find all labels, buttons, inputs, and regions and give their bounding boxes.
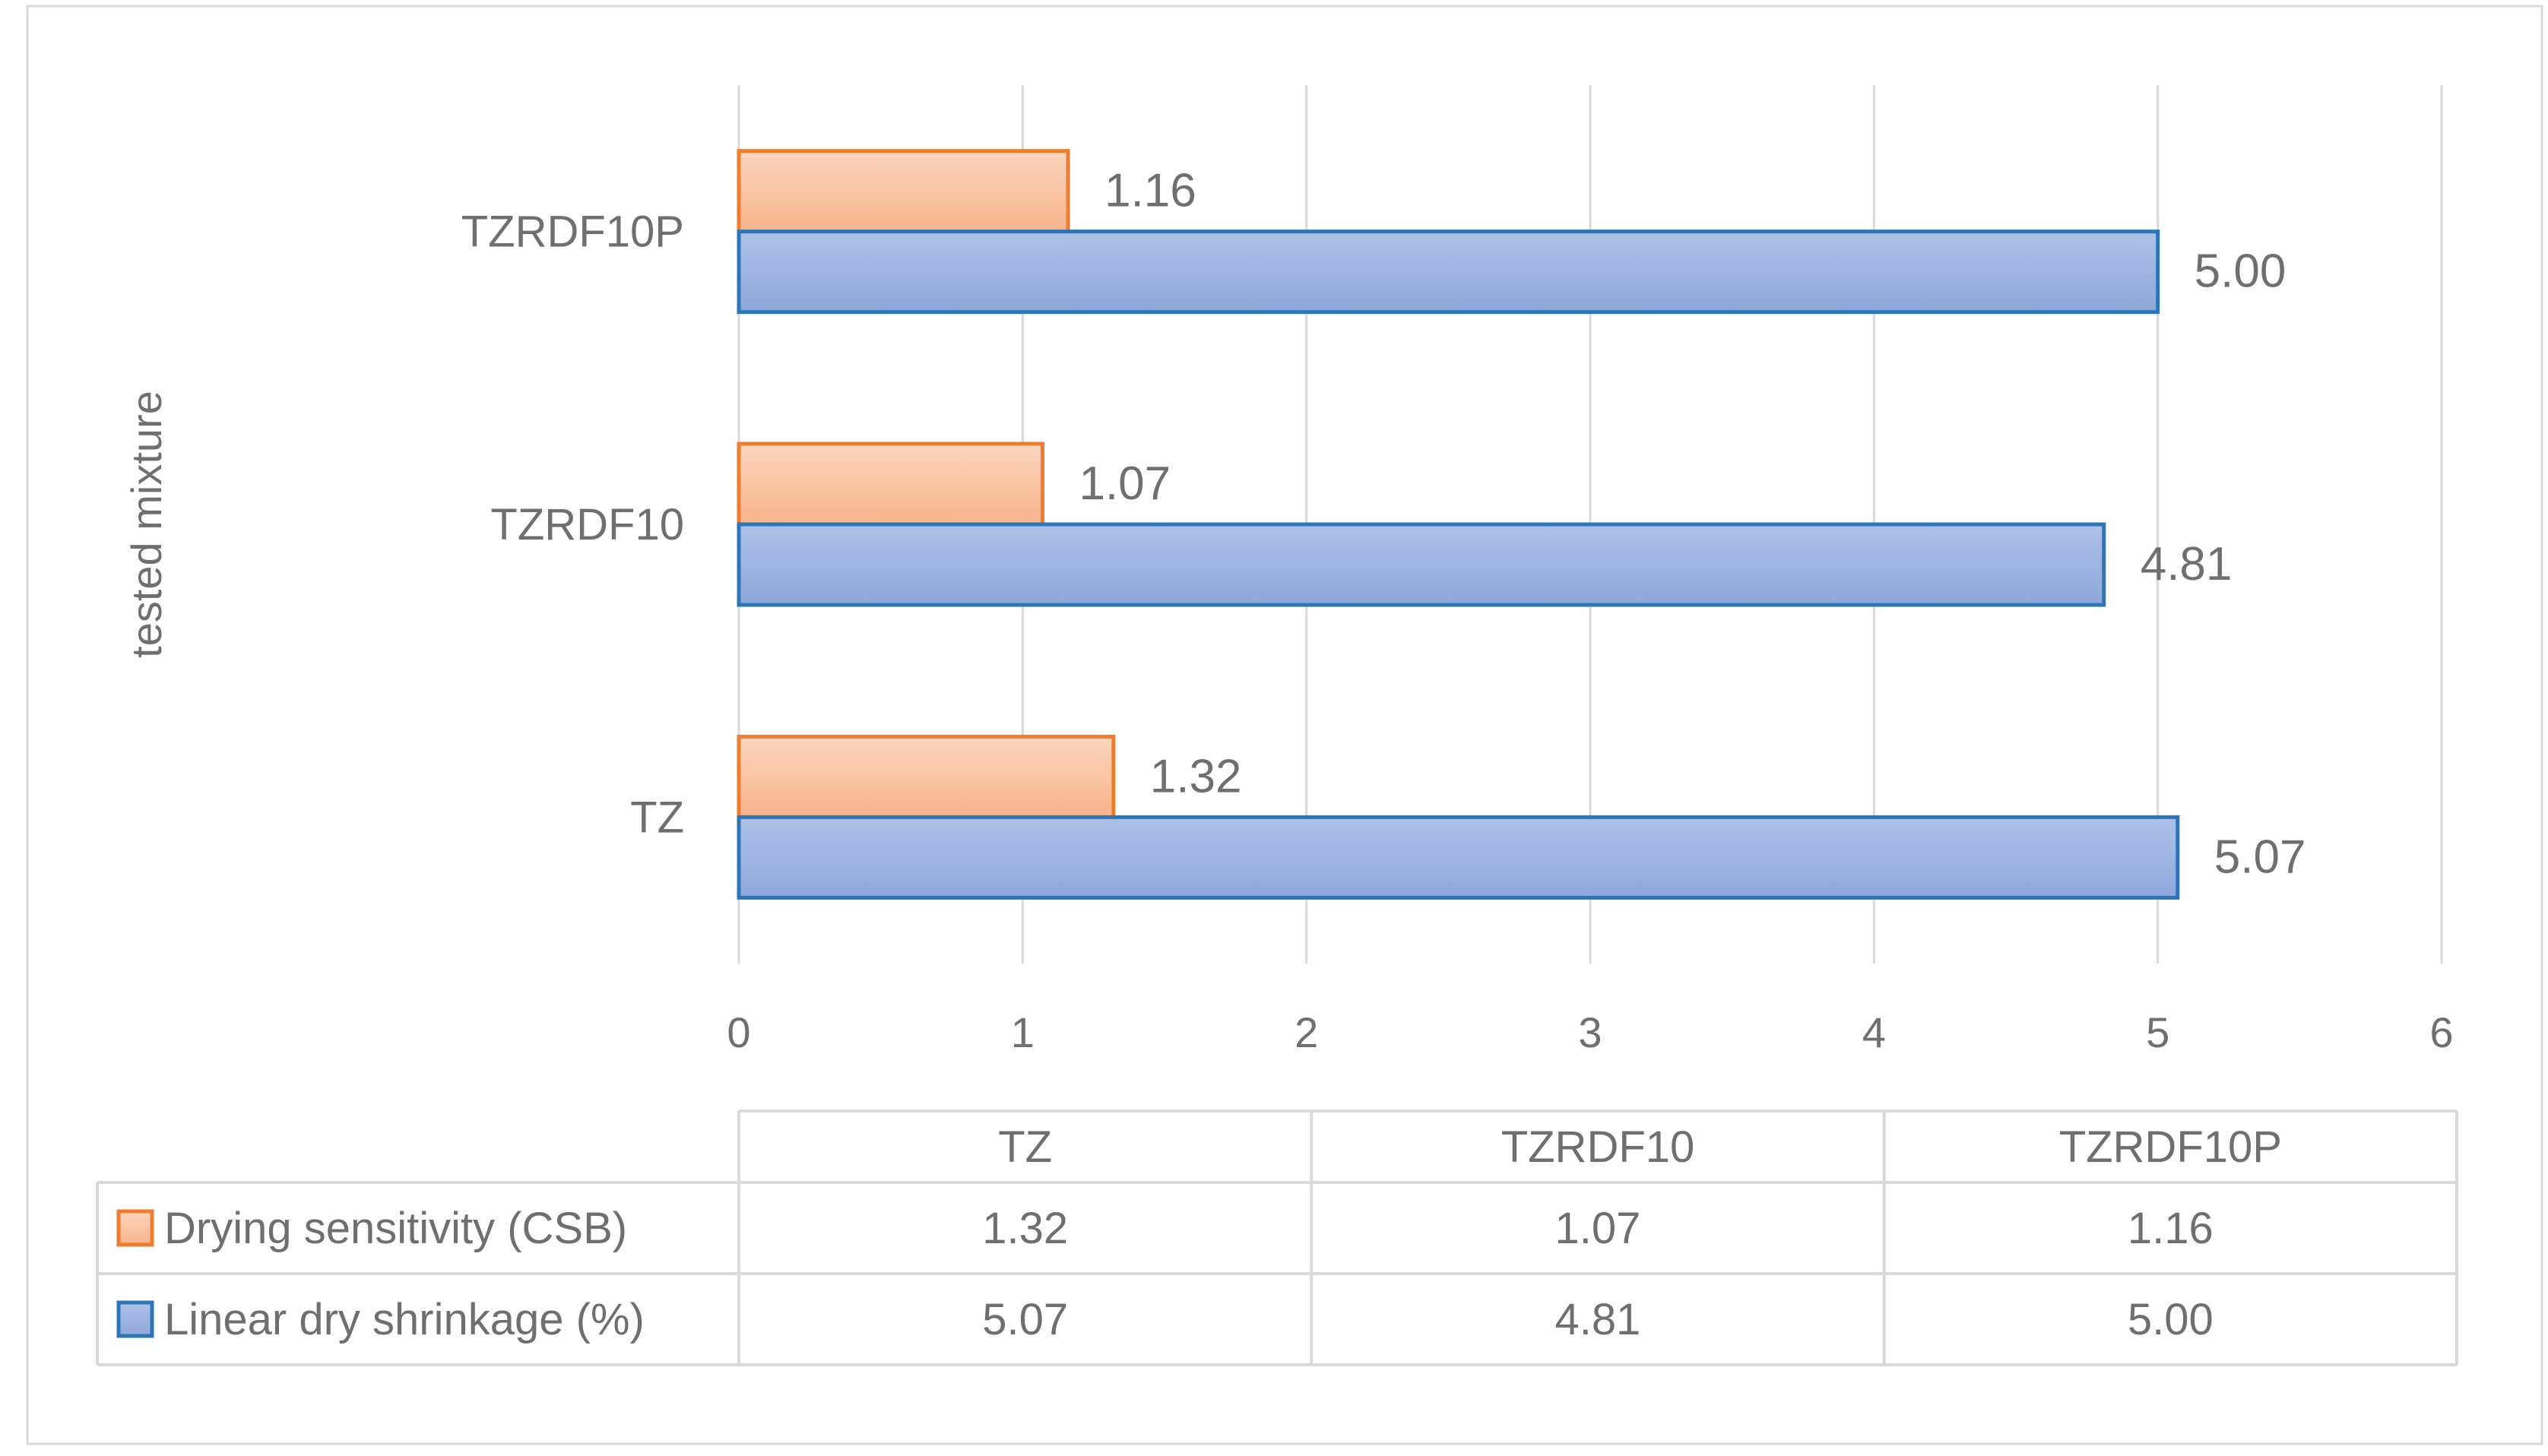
data-label: 1.16 bbox=[1104, 165, 1196, 217]
table-row-label: Drying sensitivity (CSB) bbox=[164, 1204, 627, 1253]
table-cell: 5.00 bbox=[2128, 1295, 2214, 1344]
x-tick-label: 6 bbox=[2429, 1008, 2453, 1056]
data-label: 5.00 bbox=[2195, 245, 2287, 298]
table-cell: 1.32 bbox=[982, 1204, 1068, 1253]
table-header-cell: TZRDF10 bbox=[1501, 1122, 1695, 1172]
category-label: TZRDF10 bbox=[490, 500, 684, 549]
table-cell: 1.07 bbox=[1555, 1204, 1641, 1253]
x-tick-label: 0 bbox=[727, 1008, 750, 1056]
value-axis-tick-labels: 0 1 2 3 4 5 6 bbox=[727, 1008, 2453, 1056]
data-labels: 1.32 5.07 1.07 4.81 1.16 5.00 bbox=[1079, 165, 2306, 884]
data-label: 1.32 bbox=[1150, 750, 1242, 802]
table-cell: 1.16 bbox=[2128, 1204, 2214, 1253]
table-cell: 5.07 bbox=[982, 1295, 1068, 1344]
category-label: TZ bbox=[630, 793, 684, 842]
y-axis-title: tested mixture bbox=[122, 391, 170, 658]
x-tick-label: 5 bbox=[2146, 1008, 2169, 1056]
bars bbox=[737, 149, 2180, 900]
bar-drying-sensitivity bbox=[737, 149, 1070, 234]
data-table: TZ TZRDF10 TZRDF10P Drying sensitivity (CSB… bbox=[96, 1109, 2458, 1366]
bar-drying-sensitivity bbox=[737, 442, 1044, 527]
bar-linear-dry-shrinkage bbox=[737, 229, 2160, 315]
category-label: TZRDF10P bbox=[461, 207, 684, 257]
x-tick-label: 3 bbox=[1578, 1008, 1602, 1056]
bar-linear-dry-shrinkage bbox=[737, 815, 2180, 900]
bar-drying-sensitivity bbox=[737, 734, 1116, 819]
x-tick-label: 1 bbox=[1011, 1008, 1035, 1056]
table-cell: 4.81 bbox=[1555, 1295, 1641, 1344]
category-axis-labels: TZ TZRDF10 TZRDF10P bbox=[461, 207, 684, 843]
table-header-cell: TZRDF10P bbox=[2059, 1122, 2282, 1172]
legend-key bbox=[116, 1209, 154, 1247]
x-tick-label: 2 bbox=[1295, 1008, 1318, 1056]
table-header-cell: TZ bbox=[998, 1122, 1052, 1172]
data-label: 4.81 bbox=[2141, 538, 2233, 590]
table-row-label: Linear dry shrinkage (%) bbox=[164, 1295, 645, 1344]
legend-key bbox=[116, 1300, 154, 1338]
data-label: 5.07 bbox=[2214, 831, 2306, 883]
x-tick-label: 4 bbox=[1862, 1008, 1886, 1056]
data-label: 1.07 bbox=[1079, 457, 1171, 510]
bar-linear-dry-shrinkage bbox=[737, 522, 2106, 607]
